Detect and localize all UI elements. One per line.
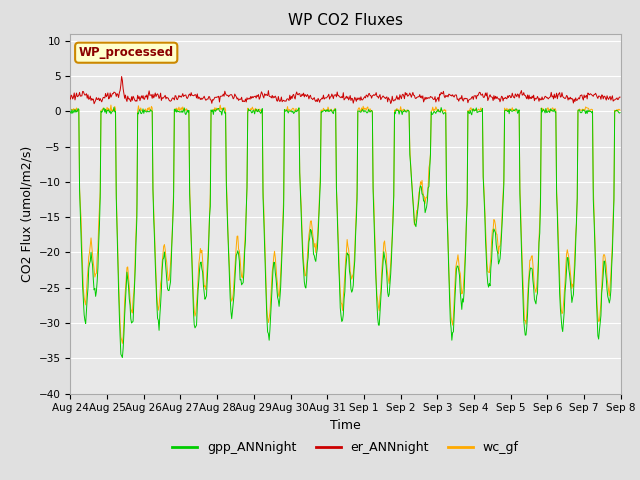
gpp_ANNnight bbox=[429, 109, 437, 115]
gpp_ANNnight bbox=[134, 111, 142, 117]
er_ANNnight bbox=[118, 73, 125, 79]
gpp_ANNnight bbox=[220, 105, 227, 111]
wc_gf bbox=[107, 102, 115, 108]
Title: WP CO2 Fluxes: WP CO2 Fluxes bbox=[288, 13, 403, 28]
er_ANNnight bbox=[90, 101, 98, 107]
Y-axis label: CO2 Flux (umol/m2/s): CO2 Flux (umol/m2/s) bbox=[20, 145, 33, 282]
wc_gf bbox=[220, 105, 227, 111]
Line: wc_gf: wc_gf bbox=[70, 105, 620, 343]
Line: er_ANNnight: er_ANNnight bbox=[70, 76, 620, 104]
er_ANNnight bbox=[77, 93, 84, 99]
wc_gf bbox=[413, 207, 421, 213]
Text: WP_processed: WP_processed bbox=[79, 46, 174, 59]
er_ANNnight bbox=[134, 96, 142, 101]
gpp_ANNnight bbox=[118, 355, 126, 360]
gpp_ANNnight bbox=[191, 322, 198, 328]
wc_gf bbox=[118, 340, 126, 346]
er_ANNnight bbox=[616, 94, 624, 100]
wc_gf bbox=[429, 108, 437, 114]
wc_gf bbox=[67, 106, 74, 111]
er_ANNnight bbox=[191, 93, 198, 98]
Legend: gpp_ANNnight, er_ANNnight, wc_gf: gpp_ANNnight, er_ANNnight, wc_gf bbox=[168, 436, 524, 459]
gpp_ANNnight bbox=[110, 105, 118, 110]
wc_gf bbox=[77, 203, 84, 208]
wc_gf bbox=[616, 107, 624, 113]
er_ANNnight bbox=[429, 96, 437, 102]
wc_gf bbox=[191, 307, 198, 313]
er_ANNnight bbox=[413, 94, 421, 100]
gpp_ANNnight bbox=[413, 209, 421, 215]
gpp_ANNnight bbox=[67, 109, 74, 115]
er_ANNnight bbox=[220, 91, 227, 97]
Line: gpp_ANNnight: gpp_ANNnight bbox=[70, 108, 620, 358]
X-axis label: Time: Time bbox=[330, 419, 361, 432]
er_ANNnight bbox=[67, 96, 74, 102]
gpp_ANNnight bbox=[616, 110, 624, 116]
gpp_ANNnight bbox=[77, 210, 84, 216]
wc_gf bbox=[134, 103, 142, 108]
